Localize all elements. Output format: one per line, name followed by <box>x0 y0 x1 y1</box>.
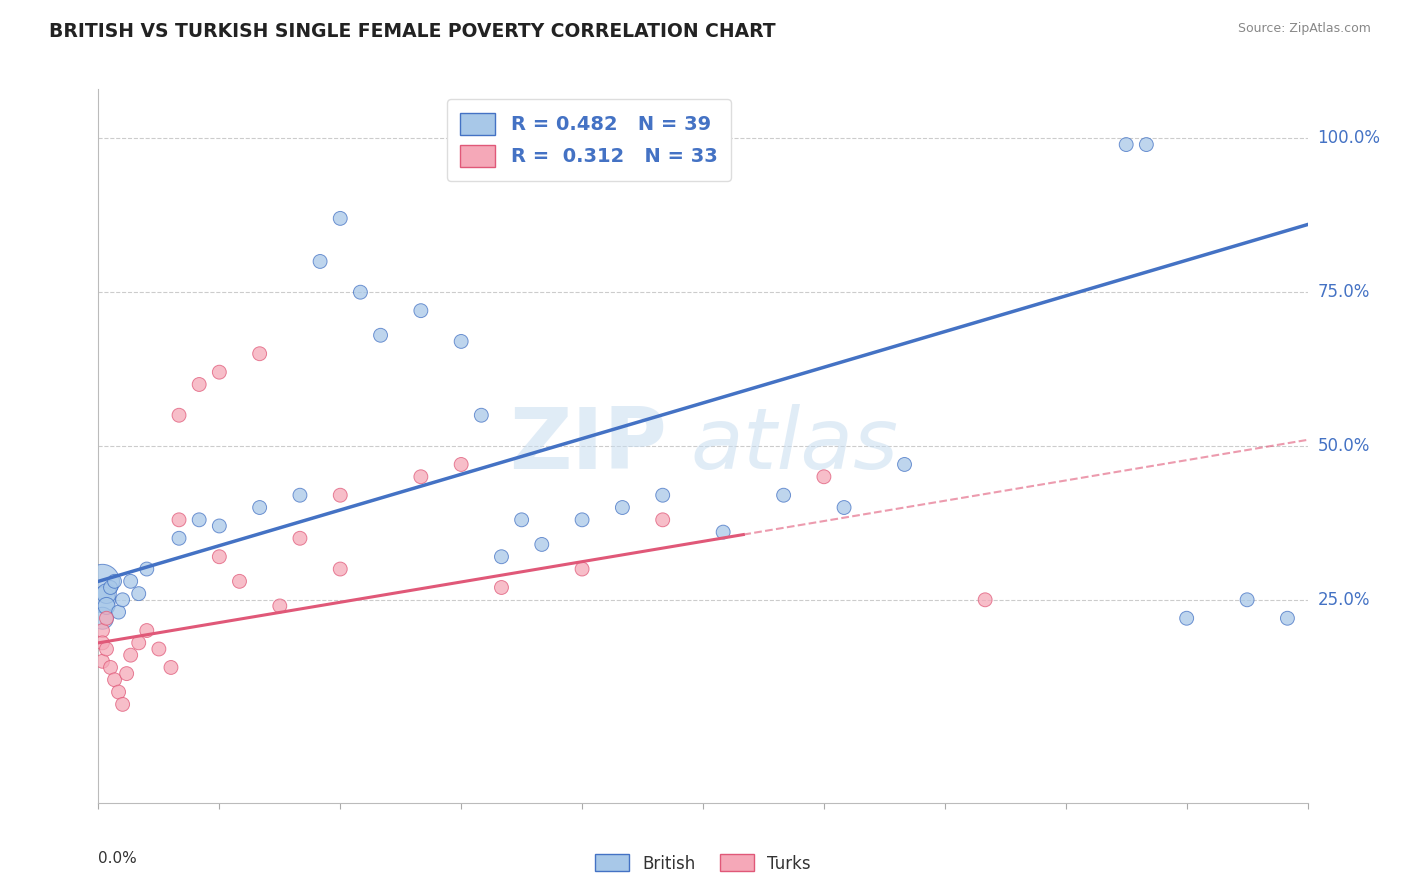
Point <box>228 574 250 589</box>
Point <box>370 328 392 343</box>
Point <box>188 513 211 527</box>
Text: atlas: atlas <box>690 404 898 488</box>
Point <box>91 636 114 650</box>
Point <box>1175 611 1198 625</box>
Point <box>450 334 472 349</box>
Point <box>329 488 352 502</box>
Text: 100.0%: 100.0% <box>1317 129 1381 147</box>
Point <box>167 409 190 423</box>
Point <box>208 519 231 533</box>
Point <box>1236 592 1258 607</box>
Point <box>491 581 513 595</box>
Point <box>288 531 311 545</box>
Point <box>409 303 432 318</box>
Point <box>111 592 134 607</box>
Point <box>711 525 734 540</box>
Point <box>832 500 855 515</box>
Point <box>103 673 125 687</box>
Point <box>249 347 271 361</box>
Point <box>249 500 271 515</box>
Point <box>188 377 211 392</box>
Point <box>329 562 352 576</box>
Point <box>120 648 142 662</box>
Text: BRITISH VS TURKISH SINGLE FEMALE POVERTY CORRELATION CHART: BRITISH VS TURKISH SINGLE FEMALE POVERTY… <box>49 22 776 41</box>
Point <box>510 513 533 527</box>
Point <box>148 642 170 657</box>
Text: 25.0%: 25.0% <box>1317 591 1369 609</box>
Point <box>893 458 915 472</box>
Point <box>128 587 150 601</box>
Point <box>409 469 432 483</box>
Point <box>96 587 118 601</box>
Point <box>571 513 593 527</box>
Text: 50.0%: 50.0% <box>1317 437 1369 455</box>
Point <box>128 636 150 650</box>
Point <box>167 513 190 527</box>
Point <box>91 611 114 625</box>
Point <box>135 624 157 638</box>
Point <box>100 581 122 595</box>
Point <box>100 660 122 674</box>
Point <box>91 574 114 589</box>
Point <box>120 574 142 589</box>
Point <box>571 562 593 576</box>
Point <box>651 513 673 527</box>
Point <box>208 549 231 564</box>
Point <box>208 365 231 379</box>
Point <box>107 685 129 699</box>
Point <box>309 254 332 268</box>
Point <box>651 488 673 502</box>
Point <box>91 654 114 668</box>
Point <box>96 642 118 657</box>
Text: 0.0%: 0.0% <box>98 851 138 866</box>
Text: Source: ZipAtlas.com: Source: ZipAtlas.com <box>1237 22 1371 36</box>
Point <box>115 666 138 681</box>
Point <box>772 488 794 502</box>
Legend: R = 0.482   N = 39, R =  0.312   N = 33: R = 0.482 N = 39, R = 0.312 N = 33 <box>447 99 731 181</box>
Point <box>1135 137 1157 152</box>
Point <box>1277 611 1299 625</box>
Text: ZIP: ZIP <box>509 404 666 488</box>
Point <box>530 537 553 551</box>
Point <box>96 611 118 625</box>
Legend: British, Turks: British, Turks <box>589 847 817 880</box>
Point <box>269 599 291 613</box>
Point <box>167 531 190 545</box>
Point <box>135 562 157 576</box>
Text: 75.0%: 75.0% <box>1317 283 1369 301</box>
Point <box>111 698 134 712</box>
Point <box>813 469 835 483</box>
Point <box>974 592 997 607</box>
Point <box>91 624 114 638</box>
Point <box>470 409 492 423</box>
Point <box>329 211 352 226</box>
Point <box>612 500 634 515</box>
Point <box>491 549 513 564</box>
Point <box>349 285 371 300</box>
Point <box>107 605 129 619</box>
Point <box>450 458 472 472</box>
Point <box>96 599 118 613</box>
Point <box>91 592 114 607</box>
Point <box>288 488 311 502</box>
Point <box>1115 137 1137 152</box>
Point <box>160 660 183 674</box>
Point <box>103 574 125 589</box>
